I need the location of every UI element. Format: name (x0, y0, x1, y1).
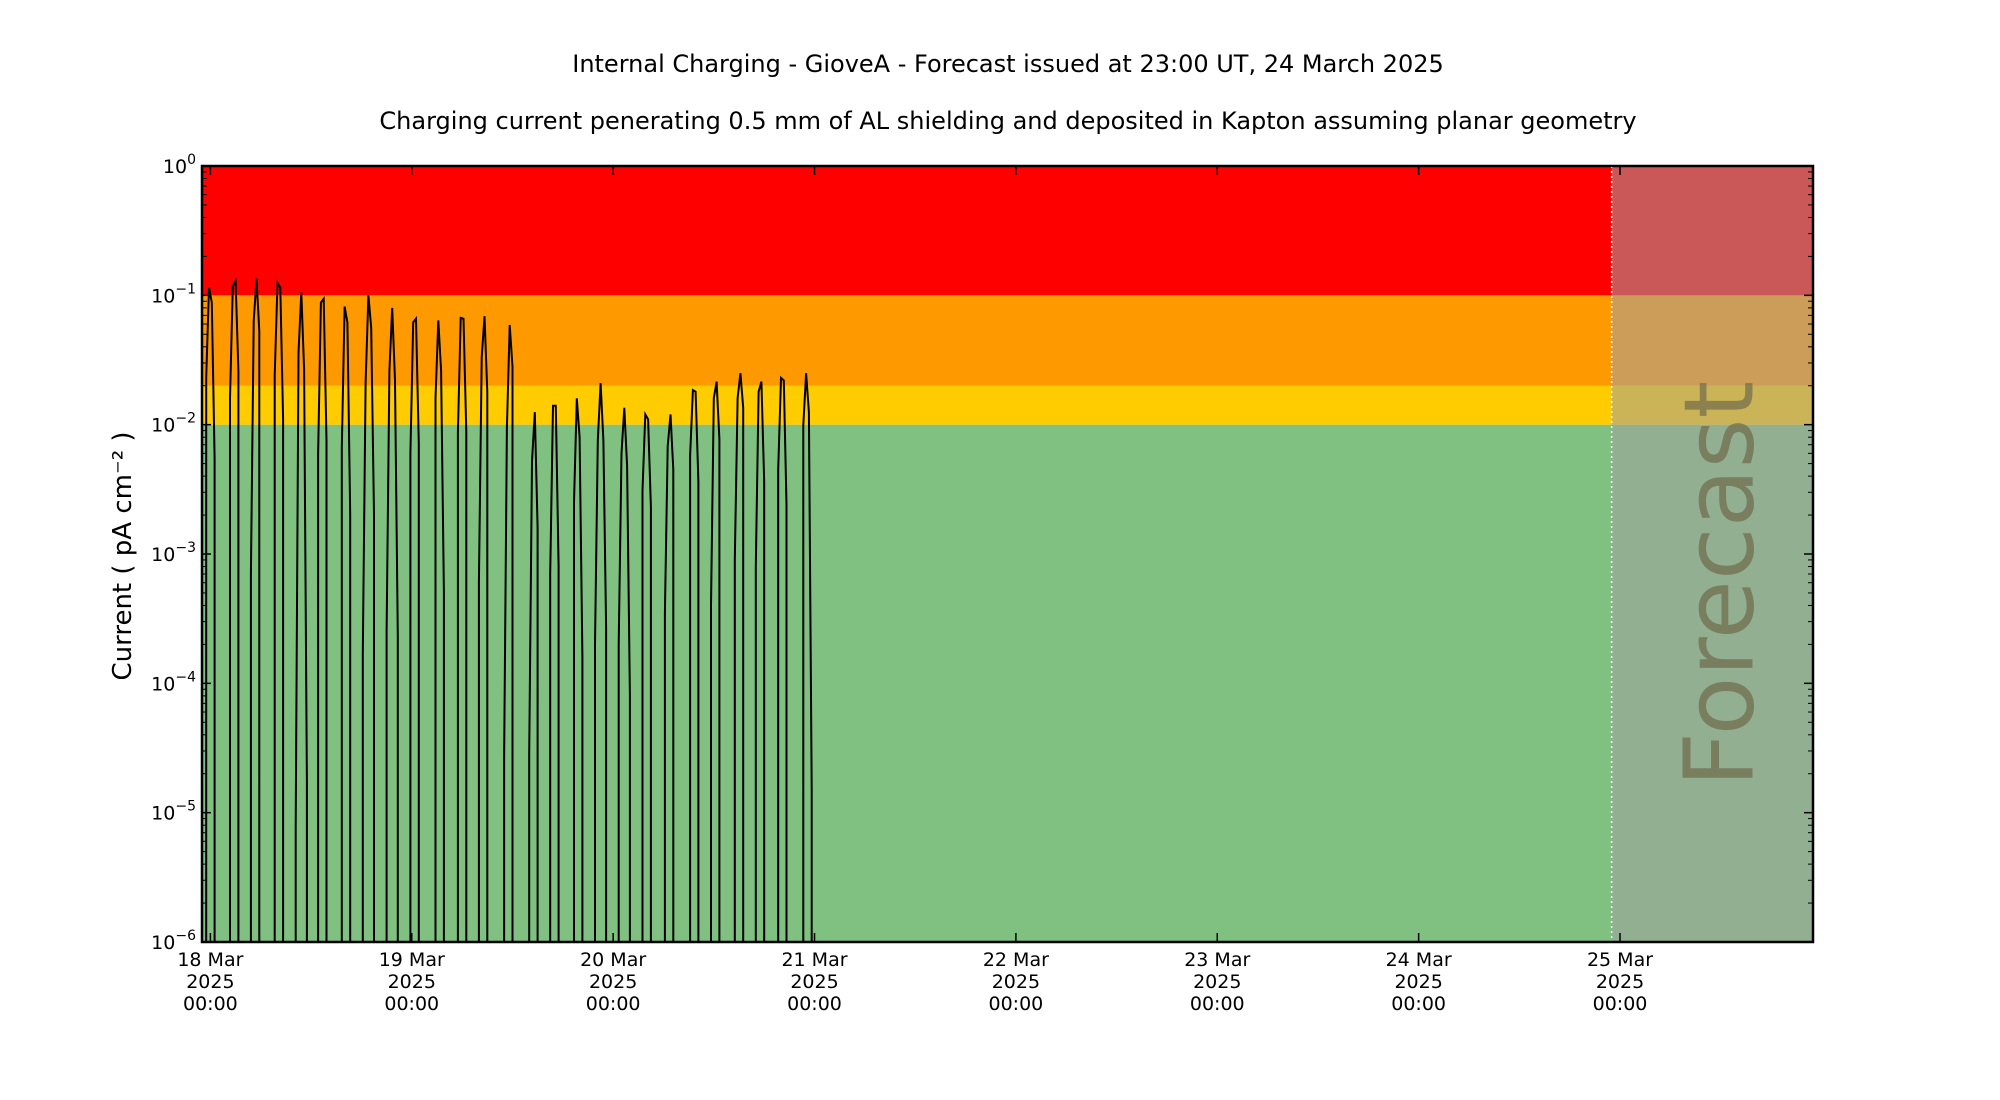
y-tick-label: 10−6 (151, 928, 196, 954)
risk-band-0 (202, 424, 1813, 943)
x-tick-label-line: 22 Mar (983, 949, 1049, 971)
y-tick-label: 100 (163, 152, 196, 178)
risk-band-2 (202, 295, 1813, 386)
y-tick-exponent: −4 (175, 669, 196, 685)
chart-title: Internal Charging - GioveA - Forecast is… (572, 50, 1444, 78)
x-tick-label: 19 Mar 2025 00:00 (379, 949, 445, 1015)
x-tick-label-line: 21 Mar (781, 949, 847, 971)
x-tick-label-line: 00:00 (787, 993, 842, 1015)
y-tick-base: 10 (151, 544, 175, 566)
y-tick-exponent: −3 (175, 540, 196, 556)
y-tick-exponent: −5 (175, 799, 196, 815)
x-tick-label: 18 Mar 2025 00:00 (177, 949, 243, 1015)
x-tick-label: 23 Mar 2025 00:00 (1184, 949, 1250, 1015)
y-tick-label: 10−3 (151, 540, 196, 566)
x-tick-label-line: 00:00 (1593, 993, 1648, 1015)
y-tick-base: 10 (151, 932, 175, 954)
y-tick-label: 10−4 (151, 669, 196, 695)
risk-band-1 (202, 385, 1813, 425)
x-tick-label-line: 19 Mar (379, 949, 445, 971)
x-tick-label: 25 Mar 2025 00:00 (1587, 949, 1653, 1015)
y-tick-base: 10 (151, 673, 175, 695)
x-tick-label-line: 2025 (1596, 971, 1644, 993)
x-tick-label-line: 00:00 (384, 993, 439, 1015)
y-tick-label: 10−2 (151, 411, 196, 437)
x-tick-label-line: 2025 (790, 971, 838, 993)
x-tick-label-line: 2025 (1193, 971, 1241, 993)
y-tick-exponent: 0 (187, 152, 196, 168)
y-tick-base: 10 (151, 803, 175, 825)
x-tick-label: 21 Mar 2025 00:00 (781, 949, 847, 1015)
x-tick-label: 20 Mar 2025 00:00 (580, 949, 646, 1015)
x-tick-label-line: 2025 (388, 971, 436, 993)
y-tick-base: 10 (163, 156, 187, 178)
x-tick-label-line: 2025 (992, 971, 1040, 993)
x-tick-label-line: 24 Mar (1386, 949, 1452, 971)
y-tick-exponent: −2 (175, 411, 196, 427)
x-tick-label-line: 2025 (186, 971, 234, 993)
y-tick-base: 10 (151, 285, 175, 307)
x-tick-label-line: 20 Mar (580, 949, 646, 971)
y-tick-exponent: −1 (175, 281, 196, 297)
y-tick-label: 10−5 (151, 799, 196, 825)
x-tick-label: 22 Mar 2025 00:00 (983, 949, 1049, 1015)
forecast-overlay (1611, 166, 1813, 942)
x-tick-label-line: 00:00 (183, 993, 238, 1015)
x-tick-label-line: 18 Mar (177, 949, 243, 971)
x-tick-label-line: 00:00 (989, 993, 1044, 1015)
x-tick-label-line: 00:00 (1391, 993, 1446, 1015)
y-tick-exponent: −6 (175, 928, 196, 944)
y-axis-label: Current ( pA cm⁻² ) (108, 431, 138, 680)
forecast-label: Forecast (1663, 381, 1775, 787)
x-tick-label-line: 00:00 (586, 993, 641, 1015)
x-tick-label-line: 2025 (589, 971, 637, 993)
y-tick-label: 10−1 (151, 281, 196, 307)
x-tick-label-line: 25 Mar (1587, 949, 1653, 971)
chart-subtitle: Charging current penerating 0.5 mm of AL… (379, 107, 1636, 135)
risk-band-3 (202, 166, 1813, 296)
x-tick-label-line: 00:00 (1190, 993, 1245, 1015)
series-line-0 (205, 276, 813, 942)
x-tick-label-line: 23 Mar (1184, 949, 1250, 971)
y-tick-base: 10 (151, 415, 175, 437)
x-tick-label: 24 Mar 2025 00:00 (1386, 949, 1452, 1015)
x-tick-label-line: 2025 (1394, 971, 1442, 993)
